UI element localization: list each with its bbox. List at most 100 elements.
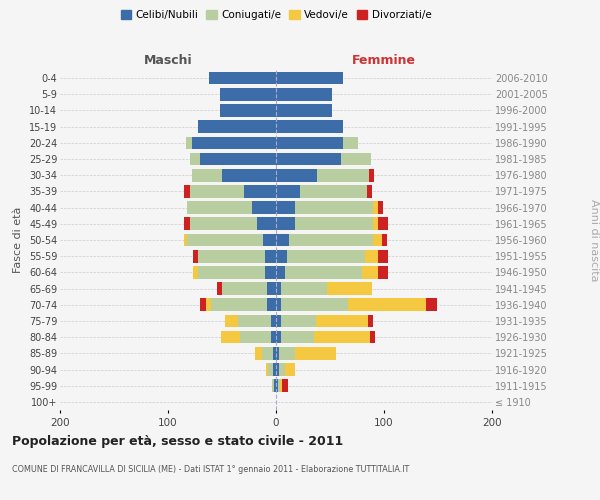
Bar [295,218,373,230]
Bar [266,363,268,376]
Text: Femmine: Femmine [352,54,416,67]
Bar [276,104,332,117]
Bar [276,250,287,262]
Bar [252,202,276,214]
Bar [276,266,284,278]
Text: COMUNE DI FRANCAVILLA DI SICILIA (ME) - Dati ISTAT 1° gennaio 2011 - Elaborazion: COMUNE DI FRANCAVILLA DI SICILIA (ME) - … [12,465,409,474]
Bar [241,331,271,344]
Text: Popolazione per età, sesso e stato civile - 2011: Popolazione per età, sesso e stato civil… [12,435,343,448]
Bar [343,136,358,149]
Bar [276,331,281,344]
Bar [220,104,276,117]
Bar [225,314,238,328]
Bar [192,169,222,181]
Bar [221,331,241,344]
Bar [276,218,295,230]
Bar [268,298,276,311]
Bar [281,282,327,295]
Bar [187,202,252,214]
Bar [283,380,288,392]
Bar [268,282,276,295]
Bar [362,266,377,278]
Bar [238,314,271,328]
Bar [276,169,317,181]
Bar [365,250,377,262]
Bar [276,298,281,311]
Bar [276,88,332,101]
Bar [198,250,265,262]
Bar [281,298,349,311]
Bar [193,266,198,278]
Bar [426,298,437,311]
Bar [377,202,383,214]
Bar [262,347,273,360]
Bar [314,331,370,344]
Bar [276,202,295,214]
Legend: Celibi/Nubili, Coniugati/e, Vedovi/e, Divorziati/e: Celibi/Nubili, Coniugati/e, Vedovi/e, Di… [119,8,433,22]
Bar [220,88,276,101]
Bar [276,185,300,198]
Bar [300,185,367,198]
Bar [222,169,276,181]
Bar [211,298,268,311]
Bar [192,136,276,149]
Bar [373,202,377,214]
Bar [276,120,343,133]
Bar [327,282,372,295]
Bar [377,250,388,262]
Bar [368,314,373,328]
Bar [276,152,341,166]
Bar [377,218,388,230]
Bar [279,363,284,376]
Y-axis label: Fasce di età: Fasce di età [13,207,23,273]
Bar [190,185,244,198]
Bar [284,363,295,376]
Bar [190,218,257,230]
Bar [217,282,222,295]
Bar [281,314,316,328]
Bar [198,120,276,133]
Bar [367,185,372,198]
Bar [187,136,192,149]
Bar [184,185,190,198]
Bar [198,266,265,278]
Bar [206,298,211,311]
Bar [316,314,368,328]
Bar [190,152,200,166]
Bar [265,266,276,278]
Bar [271,314,276,328]
Bar [276,282,281,295]
Bar [200,152,276,166]
Bar [373,218,377,230]
Bar [276,347,279,360]
Bar [281,331,314,344]
Bar [273,347,276,360]
Bar [276,234,289,246]
Bar [209,72,276,85]
Bar [295,347,337,360]
Bar [289,234,373,246]
Bar [317,169,369,181]
Bar [276,380,278,392]
Bar [276,363,279,376]
Bar [276,72,343,85]
Bar [271,331,276,344]
Bar [373,234,382,246]
Bar [284,266,362,278]
Bar [273,363,276,376]
Bar [184,218,190,230]
Bar [200,298,206,311]
Bar [244,185,276,198]
Bar [278,380,280,392]
Bar [265,250,276,262]
Bar [280,380,283,392]
Bar [377,266,388,278]
Bar [263,234,276,246]
Bar [382,234,387,246]
Bar [272,380,274,392]
Bar [256,347,262,360]
Bar [276,314,281,328]
Bar [222,282,268,295]
Bar [257,218,276,230]
Bar [184,234,187,246]
